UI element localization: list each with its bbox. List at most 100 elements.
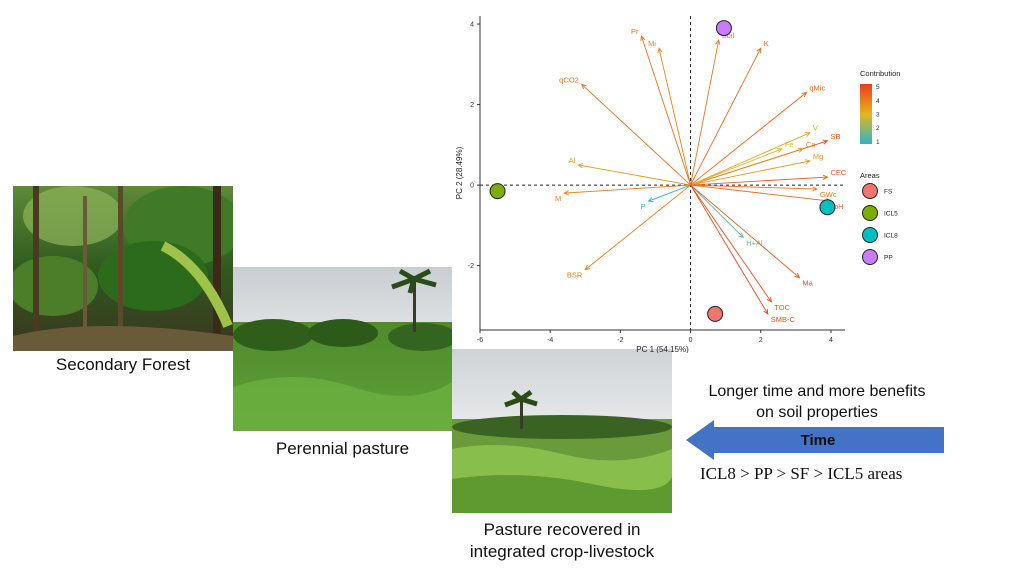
x-axis-label: PC 1 (54.15%): [636, 345, 689, 353]
areas-legend-title: Areas: [860, 171, 880, 180]
area-point-icl5: [489, 183, 506, 200]
loading-vector-label: H+Al: [746, 238, 763, 247]
areas-legend-swatch: [862, 227, 878, 243]
loading-vector: [690, 184, 800, 279]
loading-vector: [578, 164, 691, 186]
loading-vector: [690, 176, 828, 186]
area-point-pp: [715, 20, 732, 37]
icl-pasture-caption-line2: integrated crop-livestock: [469, 542, 655, 561]
x-tick-label: 2: [759, 337, 763, 344]
benefit-line1: Longer time and more benefits: [708, 383, 926, 400]
time-arrow-label: Time: [801, 432, 836, 449]
loading-vector-arrowhead: [738, 232, 744, 239]
benefit-line2: on soil properties: [756, 404, 878, 421]
loading-vector: [690, 184, 744, 238]
loading-vector-label: CEC: [830, 168, 846, 177]
loading-vector-label: GWc: [820, 190, 837, 199]
icl-pasture-photo: [452, 349, 672, 513]
loading-vector-arrowhead: [563, 190, 570, 196]
y-tick-label: -2: [468, 263, 474, 270]
loading-vector: [581, 84, 691, 186]
loading-vector-label: SMB-C: [771, 315, 796, 324]
loading-vector: [690, 148, 782, 186]
loading-vector-label: K: [764, 39, 769, 48]
loading-vector-label: Soil: [722, 31, 735, 40]
loading-vector: [648, 184, 691, 202]
loading-vector-label: qMic: [809, 83, 825, 92]
y-axis-label: PC 2 (28.49%): [455, 146, 464, 199]
loading-vector: [690, 184, 832, 202]
area-point-fs: [707, 305, 724, 322]
icl-pasture-caption-line1: Pasture recovered in: [483, 520, 641, 539]
loading-vector: [690, 47, 762, 186]
contribution-tick-label: 2: [876, 125, 880, 132]
loading-vector-arrowhead: [801, 91, 808, 98]
benefit-text: Longer time and more benefits on soil pr…: [688, 381, 946, 423]
contribution-legend-title: Contribution: [860, 69, 900, 78]
loading-vector-arrowhead: [756, 47, 762, 54]
loading-vector: [690, 92, 807, 186]
x-tick-label: -6: [477, 337, 483, 344]
loading-vector-arrowhead: [657, 47, 663, 54]
pca-biplot: -6 -4 -2 0 2 4 -2 0 2 4 PC 1 (54.15%) PC 2 (28.49%)…: [455, 16, 900, 353]
loading-vector-arrowhead: [812, 186, 818, 192]
loading-vector-label: Fe: [785, 140, 794, 149]
contribution-tick-label: 3: [876, 112, 880, 119]
loading-vector-arrowhead: [804, 132, 811, 137]
loading-vector-arrowhead: [715, 39, 721, 46]
x-tick-label: -4: [547, 337, 553, 344]
area-point-icl8: [819, 199, 836, 216]
loading-vector: [690, 184, 772, 303]
time-arrow-shape: [686, 420, 944, 460]
loading-vector-arrowhead: [584, 264, 591, 271]
loading-vector: [690, 40, 720, 186]
areas-legend-swatch: [862, 205, 878, 221]
secondary-forest-caption: Secondary Forest: [55, 355, 191, 374]
areas-legend-label: FS: [884, 189, 893, 196]
loading-vector-label: Ma: [802, 279, 813, 288]
y-tick-label: 4: [470, 22, 474, 29]
perennial-pasture-caption: Perennial pasture: [275, 439, 410, 458]
areas-legend-label: PP: [884, 255, 893, 262]
loading-vector-label: BSR: [567, 271, 583, 280]
loading-vector-label: Pr: [631, 27, 639, 36]
loading-vector-arrowhead: [797, 147, 804, 153]
loading-vector-arrowhead: [763, 308, 769, 315]
loading-vector-arrowhead: [581, 83, 587, 90]
time-arrow: Time: [686, 420, 946, 465]
y-tick-label: 2: [470, 102, 474, 109]
loading-vector: [690, 148, 804, 186]
icl-pasture-caption: Pasture recovered in integrated crop-liv…: [452, 519, 672, 563]
loading-vector: [658, 48, 692, 186]
areas-legend-swatch: [862, 183, 878, 199]
loading-vector-arrowhead: [804, 159, 811, 165]
loading-vector-arrowhead: [766, 296, 772, 303]
loading-vector-label: M: [555, 194, 561, 203]
loading-vector-label: P: [640, 202, 645, 211]
loading-vector: [585, 184, 691, 270]
loading-vector-arrowhead: [577, 163, 584, 169]
loading-vector-label: SB: [830, 132, 840, 141]
loading-vector-label: V: [813, 124, 818, 133]
contribution-colorbar: [860, 84, 872, 144]
loading-vector: [641, 35, 692, 186]
loading-vector-arrowhead: [822, 174, 829, 180]
area-ranking: ICL8 > PP > SF > ICL5 areas: [700, 464, 903, 483]
loading-vector-label: Ca: [806, 140, 816, 149]
loading-vector-label: Al: [569, 156, 576, 165]
loading-vector-label: Mi: [648, 39, 656, 48]
areas-legend-label: ICL5: [884, 211, 898, 218]
contribution-tick-label: 1: [876, 139, 880, 146]
loading-vector: [564, 184, 691, 194]
loading-vector-arrowhead: [822, 139, 829, 145]
perennial-pasture-photo: [233, 267, 452, 431]
x-tick-label: -2: [617, 337, 623, 344]
y-tick-label: 0: [470, 183, 474, 190]
loading-vector: [690, 160, 810, 186]
loading-vector-arrowhead: [647, 197, 654, 203]
loading-vector-label: Mg: [813, 152, 823, 161]
loading-vector-label: TOC: [774, 303, 790, 312]
contribution-tick-label: 4: [876, 98, 880, 105]
loading-vector-label: qCO2: [559, 75, 579, 84]
loading-vector-arrowhead: [794, 272, 801, 279]
